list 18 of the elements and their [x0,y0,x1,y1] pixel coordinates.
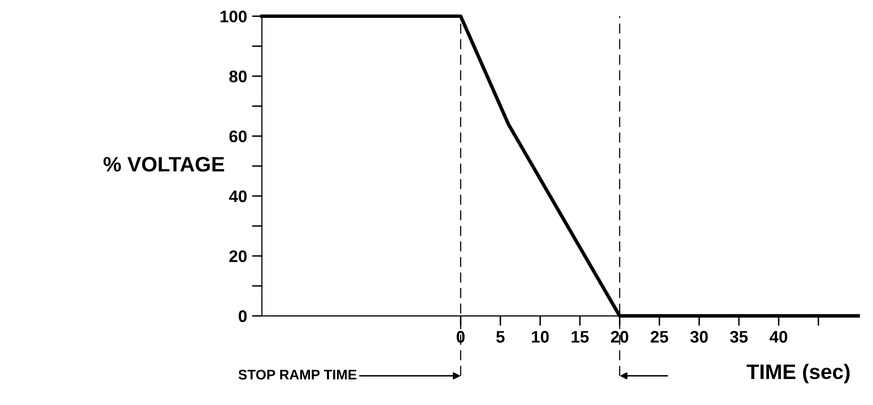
x-tick-label: 0 [456,330,465,343]
x-tick-label: 10 [532,330,549,343]
x-axis-title: TIME (sec) [746,364,850,384]
x-tick-label: 20 [610,330,628,343]
text: STOP RAMP TIME [238,370,356,380]
y-tick-label: 60 [229,130,247,142]
y-tick-label: 80 [229,70,247,82]
y-tick-label: 100 [220,10,247,22]
y-axis-title: % VOLTAGE [104,156,224,172]
y-tick-label: 40 [229,190,247,202]
x-tick-label: 35 [730,330,748,343]
x-tick-label: 30 [690,330,708,343]
x-tick-label: 15 [572,331,589,343]
y-tick-label: 20 [229,250,247,262]
y-tick-label: 0 [238,310,247,322]
x-tick-label: 40 [770,330,788,343]
x-tick-label: 5 [496,331,505,343]
x-tick-label: 25 [650,330,668,343]
